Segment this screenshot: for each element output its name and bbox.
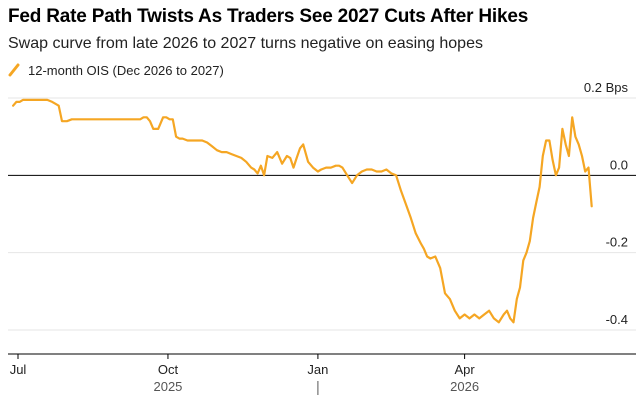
chart-subtitle: Swap curve from late 2026 to 2027 turns … <box>8 35 483 52</box>
legend-swatch <box>8 63 20 77</box>
x-year-label: 2025 <box>153 379 182 394</box>
x-tick-label: Jan <box>307 362 328 377</box>
chart-title: Fed Rate Path Twists As Traders See 2027… <box>8 6 529 27</box>
y-tick-label: 0.2 Bps <box>584 80 629 95</box>
x-year-label: 2026 <box>450 379 479 394</box>
y-axis: 0.2 Bps 0.0 -0.2 -0.4 <box>584 80 629 327</box>
x-tick-label: Oct <box>158 362 179 377</box>
x-tick-label: Jul <box>10 362 27 377</box>
series-line <box>12 98 593 324</box>
y-tick-label: -0.4 <box>606 312 628 327</box>
y-tick-label: 0.0 <box>610 157 628 172</box>
y-tick-label: -0.2 <box>606 235 628 250</box>
x-tick-label: Apr <box>454 362 475 377</box>
x-axis: Jul Oct Jan Apr 2025 2026 <box>8 353 636 395</box>
legend: 12-month OIS (Dec 2026 to 2027) <box>8 62 224 78</box>
gridlines <box>8 97 636 331</box>
series-layer <box>12 98 593 324</box>
legend-label: 12-month OIS (Dec 2026 to 2027) <box>28 62 224 78</box>
